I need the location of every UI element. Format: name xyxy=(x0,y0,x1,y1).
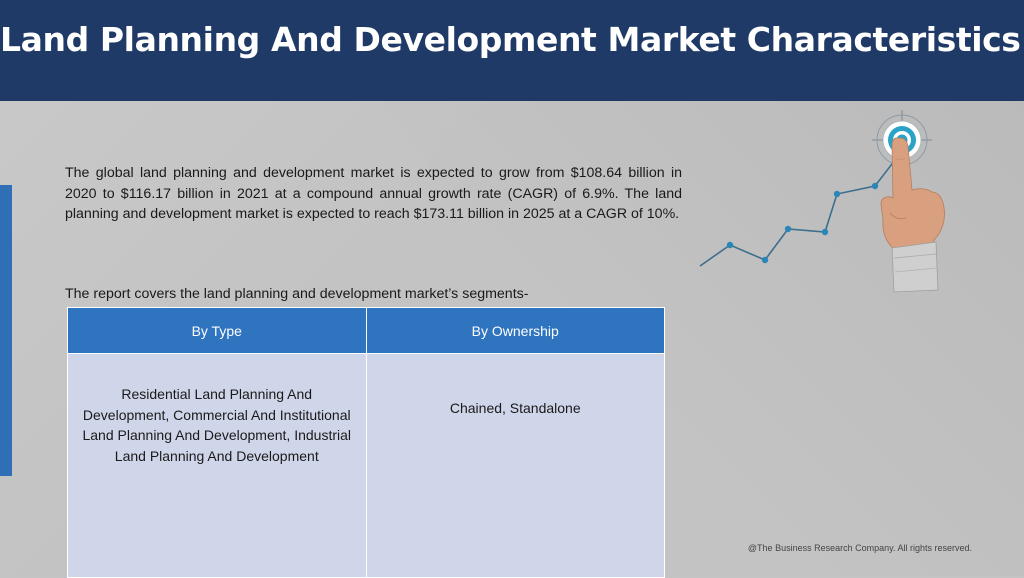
segments-table: By Type By Ownership Residential Land Pl… xyxy=(67,307,665,578)
hand-pointing-target-growth-line-icon xyxy=(699,110,945,293)
left-accent-bar xyxy=(0,185,12,476)
table-cell-type-values: Residential Land Planning And Developmen… xyxy=(67,353,367,578)
page-title: Land Planning And Development Market Cha… xyxy=(0,20,1024,59)
segments-label: The report covers the land planning and … xyxy=(65,286,529,302)
table-header-row: By Type By Ownership xyxy=(67,307,665,354)
table-header-by-type: By Type xyxy=(67,307,367,354)
table-cell-ownership-values: Chained, Standalone xyxy=(365,353,665,578)
table-row: Residential Land Planning And Developmen… xyxy=(67,353,665,578)
footer-copyright: @The Business Research Company. All righ… xyxy=(747,543,972,553)
intro-paragraph: The global land planning and development… xyxy=(65,165,682,222)
table-header-by-ownership: By Ownership xyxy=(365,307,665,354)
header-bar: Land Planning And Development Market Cha… xyxy=(0,0,1024,101)
